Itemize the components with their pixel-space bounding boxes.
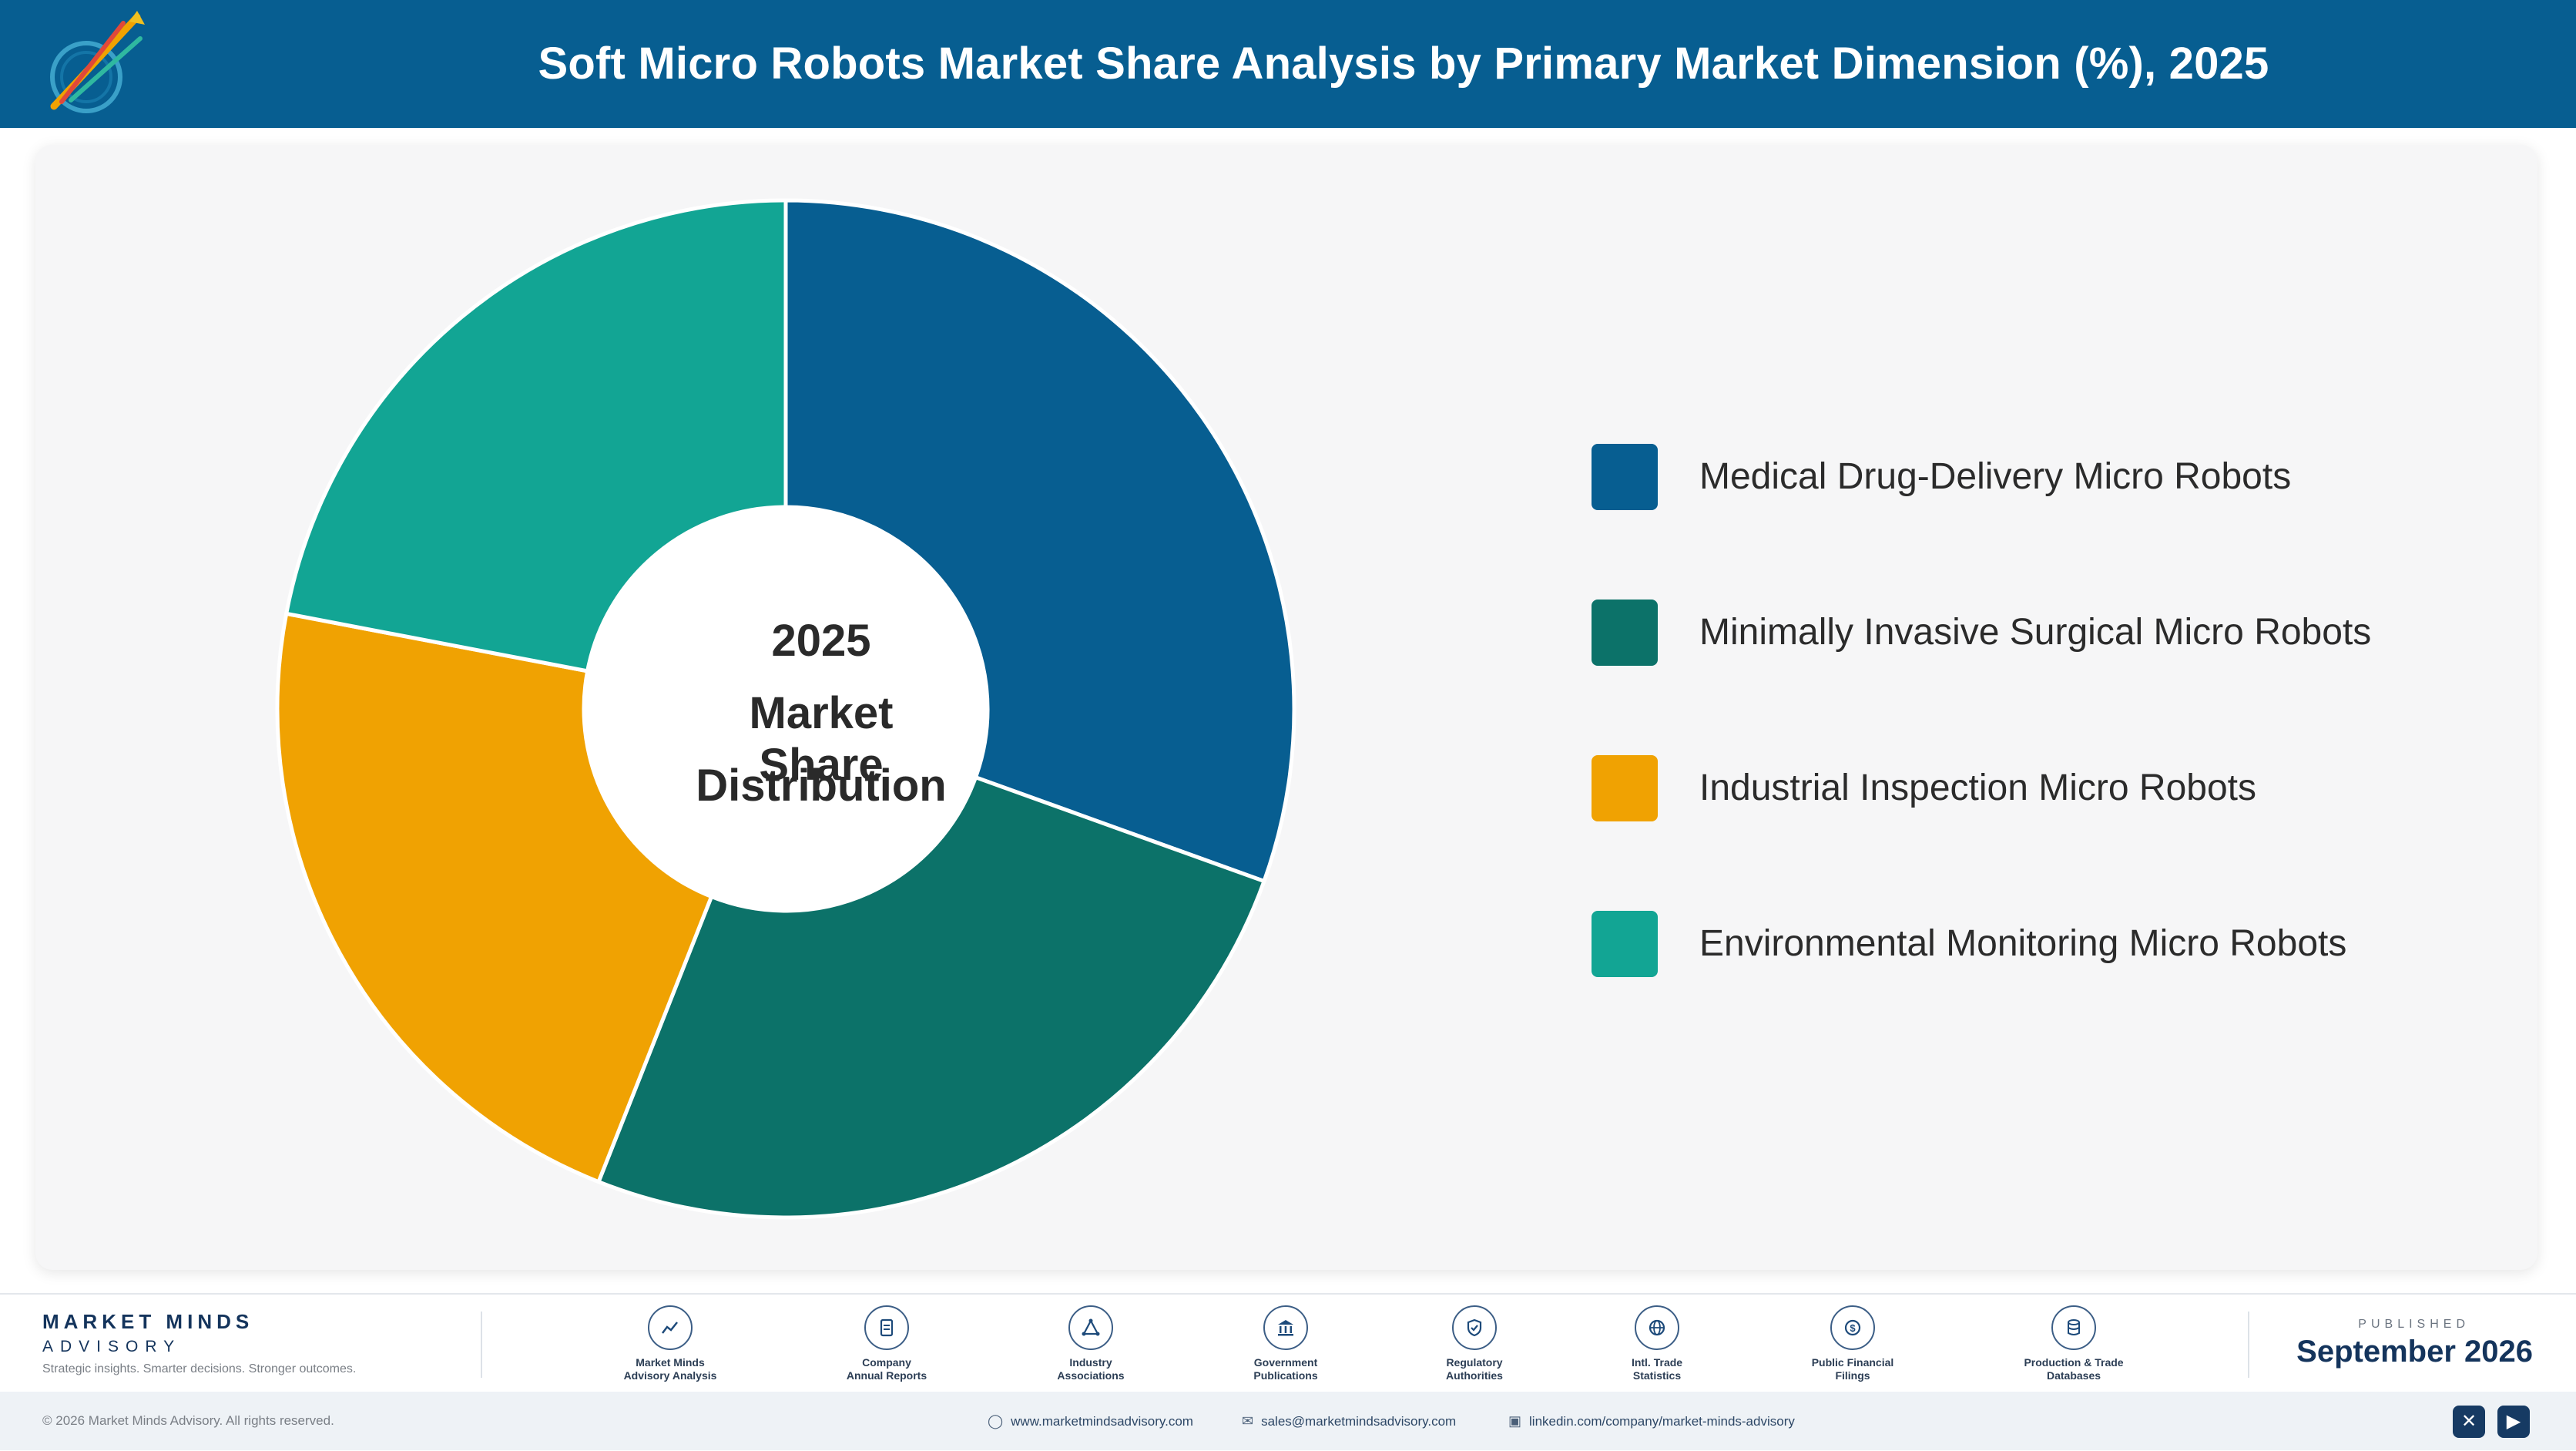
chart-line-icon bbox=[648, 1305, 693, 1350]
source-company-reports: Company Annual Reports bbox=[810, 1305, 964, 1382]
source-label-1: Public Financial bbox=[1811, 1356, 1894, 1369]
page-title: Soft Micro Robots Market Share Analysis … bbox=[538, 39, 2269, 89]
bottom-bar: © 2026 Market Minds Advisory. All rights… bbox=[0, 1392, 2576, 1450]
source-label-2: Annual Reports bbox=[846, 1369, 927, 1382]
legend-swatch bbox=[1592, 755, 1658, 821]
x-twitter-icon[interactable]: ✕ bbox=[2453, 1406, 2485, 1438]
center-label-line2: Market Share bbox=[749, 688, 894, 790]
source-label-2: Associations bbox=[1057, 1369, 1125, 1382]
center-label-year: 2025 bbox=[771, 616, 871, 666]
globe-icon bbox=[1635, 1305, 1679, 1350]
legend-label: Minimally Invasive Surgical Micro Robots bbox=[1699, 612, 2372, 653]
youtube-icon[interactable]: ▶ bbox=[2497, 1406, 2530, 1438]
shield-check-icon bbox=[1452, 1305, 1497, 1350]
source-label-2: Publications bbox=[1253, 1369, 1318, 1382]
source-industry-associations: Industry Associations bbox=[1014, 1305, 1168, 1382]
source-public-filings: $ Public Financial Filings bbox=[1776, 1305, 1930, 1382]
published-date: September 2026 bbox=[2296, 1335, 2533, 1369]
legend-swatch bbox=[1592, 444, 1658, 510]
source-intl-trade: Intl. Trade Statistics bbox=[1580, 1305, 1734, 1382]
source-label-2: Authorities bbox=[1446, 1369, 1503, 1382]
divider bbox=[481, 1312, 482, 1378]
brand-subtitle: ADVISORY bbox=[42, 1338, 182, 1355]
legend-swatch bbox=[1592, 911, 1658, 977]
brand-name: MARKET MINDS bbox=[42, 1310, 254, 1333]
dollar-coin-icon: $ bbox=[1830, 1305, 1875, 1350]
donut-hole bbox=[584, 507, 988, 911]
legend-label: Environmental Monitoring Micro Robots bbox=[1699, 923, 2347, 964]
source-label-2: Filings bbox=[1835, 1369, 1870, 1382]
source-label-1: Production & Trade bbox=[2024, 1356, 2124, 1369]
source-label-2: Advisory Analysis bbox=[623, 1369, 717, 1382]
email-link[interactable]: ✉ sales@marketmindsadvisory.com bbox=[1242, 1392, 1456, 1450]
chart-card: 2025 Market Share Distribution Medical D… bbox=[35, 145, 2537, 1270]
legend-label: Medical Drug-Delivery Micro Robots bbox=[1699, 456, 2292, 497]
database-icon bbox=[2051, 1305, 2096, 1350]
center-label-line3: Distribution bbox=[696, 761, 947, 811]
website-text: www.marketmindsadvisory.com bbox=[1011, 1414, 1193, 1429]
source-label-1: Regulatory bbox=[1446, 1356, 1503, 1369]
legend-swatch bbox=[1592, 600, 1658, 666]
divider bbox=[2248, 1312, 2249, 1378]
source-label-1: Intl. Trade bbox=[1631, 1356, 1683, 1369]
linkedin-link[interactable]: ▣ linkedin.com/company/market-minds-advis… bbox=[1508, 1392, 1795, 1450]
source-label-1: Market Minds bbox=[636, 1356, 705, 1369]
government-building-icon bbox=[1263, 1305, 1308, 1350]
linkedin-icon: ▣ bbox=[1508, 1413, 1522, 1429]
copyright-text: © 2026 Market Minds Advisory. All rights… bbox=[42, 1413, 334, 1428]
published-caption: PUBLISHED bbox=[2358, 1318, 2470, 1331]
source-market-minds: Market Minds Advisory Analysis bbox=[593, 1305, 747, 1382]
source-label-2: Databases bbox=[2046, 1369, 2101, 1382]
brand-tagline: Strategic insights. Smarter decisions. S… bbox=[42, 1362, 357, 1375]
globe-icon: ◯ bbox=[988, 1413, 1004, 1429]
website-link[interactable]: ◯ www.marketmindsadvisory.com bbox=[988, 1392, 1193, 1450]
source-production-databases: Production & Trade Databases bbox=[1997, 1305, 2151, 1382]
legend-label: Industrial Inspection Micro Robots bbox=[1699, 767, 2256, 808]
email-text: sales@marketmindsadvisory.com bbox=[1261, 1414, 1457, 1429]
source-label-1: Government bbox=[1253, 1356, 1318, 1369]
source-government-publications: Government Publications bbox=[1209, 1305, 1363, 1382]
svg-text:$: $ bbox=[1850, 1322, 1856, 1334]
donut-chart bbox=[275, 198, 1296, 1220]
linkedin-text: linkedin.com/company/market-minds-adviso… bbox=[1529, 1414, 1795, 1429]
source-label-2: Statistics bbox=[1632, 1369, 1682, 1382]
network-icon bbox=[1068, 1305, 1113, 1350]
mail-icon: ✉ bbox=[1242, 1413, 1254, 1429]
source-regulatory-authorities: Regulatory Authorities bbox=[1397, 1305, 1551, 1382]
footer: MARKET MINDS ADVISORY Strategic insights… bbox=[0, 1293, 2576, 1392]
source-label-1: Industry bbox=[1069, 1356, 1112, 1369]
document-icon bbox=[864, 1305, 909, 1350]
source-label-1: Company bbox=[862, 1356, 911, 1369]
header-bar: Soft Micro Robots Market Share Analysis … bbox=[0, 0, 2576, 128]
company-logo bbox=[50, 11, 145, 113]
